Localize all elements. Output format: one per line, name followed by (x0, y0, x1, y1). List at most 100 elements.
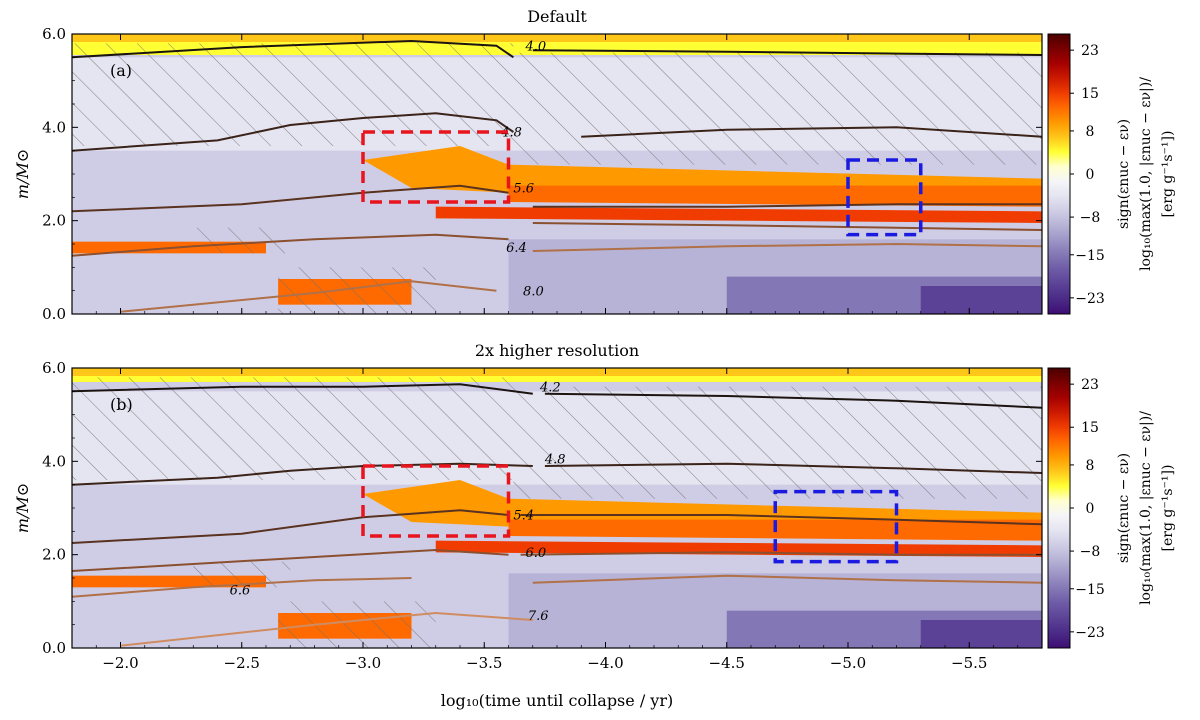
y-tick-label: 0.0 (42, 639, 66, 657)
contour-line (72, 383, 533, 395)
convective-shell-hatch (193, 561, 291, 588)
contour-label: 6.0 (525, 546, 546, 561)
colorbar-gradient (1047, 367, 1071, 649)
y-tick-label: 6.0 (42, 25, 66, 43)
panel-b-title: 2x higher resolution (475, 341, 639, 360)
colorbar-a: 23 15 8 0 −8 −15 −23 sign(εnuc − εν) log₁₀(max(1… (1047, 33, 1176, 315)
shell-burning-zone-lower (435, 206, 1042, 223)
convective-envelope-hatch-early (72, 43, 514, 147)
x-tick-label: −2.0 (102, 654, 138, 672)
red-dashed-box (361, 130, 511, 204)
deep-core-inner (920, 620, 1042, 648)
colorbar-tick-label: −15 (1075, 248, 1105, 264)
contour-line-late (520, 551, 1042, 556)
contour-line (72, 548, 509, 572)
contour-line-late (581, 126, 1042, 138)
y-tick-label: 0.0 (42, 305, 66, 323)
convective-envelope-hatch-early (72, 377, 514, 480)
x-tick-label: −2.5 (224, 654, 260, 672)
convective-core-hatch (278, 601, 436, 648)
colorbar-tick-label: 8 (1086, 458, 1095, 474)
contour-line-late (532, 222, 1042, 231)
convective-core-hatch (278, 267, 436, 314)
colorbar-tick-label: −23 (1075, 291, 1105, 307)
contour-line (72, 233, 509, 257)
contour-line-late (532, 574, 1042, 584)
panel-b-label: (b) (110, 395, 133, 414)
panel-a-title: Default (527, 7, 587, 26)
contour-line-late (544, 392, 1042, 409)
contour-line-late (520, 514, 1042, 526)
contour-line-late (532, 49, 1042, 56)
contour-label: 4.2 (539, 380, 561, 395)
colorbar-tick-label: 23 (1081, 43, 1099, 59)
colorbar-tick-label: 8 (1086, 124, 1095, 140)
colorbar-gradient (1047, 33, 1071, 315)
panel-b-axes: −2.0 −2.5 −3.0 −3.5 −4.0 −4.5 −5.0 −5.5 0.0 2.0 4.… (42, 359, 1043, 672)
red-dashed-box (361, 464, 511, 538)
contour-line (72, 462, 533, 486)
shell-burning-zone-lower (435, 540, 1042, 557)
colorbar-tick-label: −23 (1075, 625, 1105, 641)
x-tick-label: −3.0 (345, 654, 381, 672)
colorbar-tick-label: 15 (1081, 86, 1099, 102)
surface-edge (72, 368, 1042, 376)
blue-dashed-box (846, 158, 923, 237)
colorbar-label-line: sign(εnuc − εν) (1116, 119, 1132, 229)
contour-line (72, 112, 514, 152)
colorbar-label-line: sign(εnuc − εν) (1116, 453, 1132, 563)
x-tick-label: −4.0 (587, 654, 623, 672)
early-shell-burning (72, 575, 266, 588)
colorbar-label-line: log₁₀(max(1.0, |εnuc − εν|)/ (1138, 77, 1154, 271)
x-tick-label: −3.5 (466, 654, 502, 672)
colorbar-tick-label: 0 (1086, 501, 1095, 517)
blue-dashed-box (773, 489, 899, 564)
surface-edge (72, 34, 1042, 42)
shell-burning-zone-inner (508, 185, 1042, 207)
contour-label: 7.6 (528, 609, 549, 624)
y-axis-label-b: m/M⊙ (13, 483, 32, 533)
contour-label: 4.8 (500, 126, 522, 141)
y-tick-label: 6.0 (42, 359, 66, 377)
contour-line (120, 280, 497, 313)
colorbar-b: 23 15 8 0 −8 −15 −23 sign(εnuc − εν) log₁₀(max(1… (1047, 367, 1176, 649)
contour-line-late (532, 242, 1042, 252)
contour-line (120, 611, 533, 647)
contour-line (72, 39, 514, 59)
panel-a: Default 4.0 4.8 5.6 6.4 8.0 0.0 2.0 4.0 6.0 (a)… (42, 7, 1176, 323)
colorbar-tick-label: 23 (1081, 377, 1099, 393)
panel-a-axes: 0.0 2.0 4.0 6.0 (42, 25, 1043, 323)
contour-line-late (544, 462, 1042, 474)
colorbar-label-line: log₁₀(max(1.0, |εnuc − εν|)/ (1138, 411, 1154, 605)
colorbar-tick-label: −8 (1080, 544, 1101, 560)
convective-envelope-hatch-late (513, 52, 1042, 165)
panel-b: 2x higher resolution 4.24.85.46.06.67.6 … (42, 341, 1176, 672)
x-tick-label: −5.0 (830, 654, 866, 672)
panel-a-plot-area: 4.0 4.8 5.6 6.4 8.0 (72, 34, 1042, 314)
y-tick-label: 2.0 (42, 546, 66, 564)
colorbar-tick-label: 15 (1081, 420, 1099, 436)
colorbar-tick-label: −15 (1075, 582, 1105, 598)
y-tick-label: 4.0 (42, 452, 66, 470)
contour-line (72, 509, 509, 544)
convective-envelope-hatch-late (513, 386, 1042, 499)
colorbar-label-line: [erg g⁻¹s⁻¹]) (1160, 131, 1176, 218)
panel-a-label: (a) (110, 61, 132, 80)
shell-burning-zone-outer (363, 146, 1042, 198)
y-tick-label: 4.0 (42, 118, 66, 136)
x-tick-label: −5.5 (951, 654, 987, 672)
x-axis-label: log₁₀(time until collapse / yr) (441, 691, 673, 710)
contour-label: 4.0 (524, 39, 546, 54)
contour-label: 5.4 (513, 509, 534, 524)
contour-label: 4.8 (544, 453, 566, 468)
contour-label: 8.0 (523, 284, 544, 299)
contour-line-late (532, 203, 1042, 208)
contour-line (72, 577, 412, 598)
colorbar-tick-label: 0 (1086, 167, 1095, 183)
contour-label: 6.4 (506, 241, 527, 256)
colorbar-label-line: [erg g⁻¹s⁻¹]) (1160, 465, 1176, 552)
x-tick-label: −4.5 (709, 654, 745, 672)
deep-core-inner (920, 286, 1042, 314)
contour-label: 6.6 (230, 583, 251, 598)
